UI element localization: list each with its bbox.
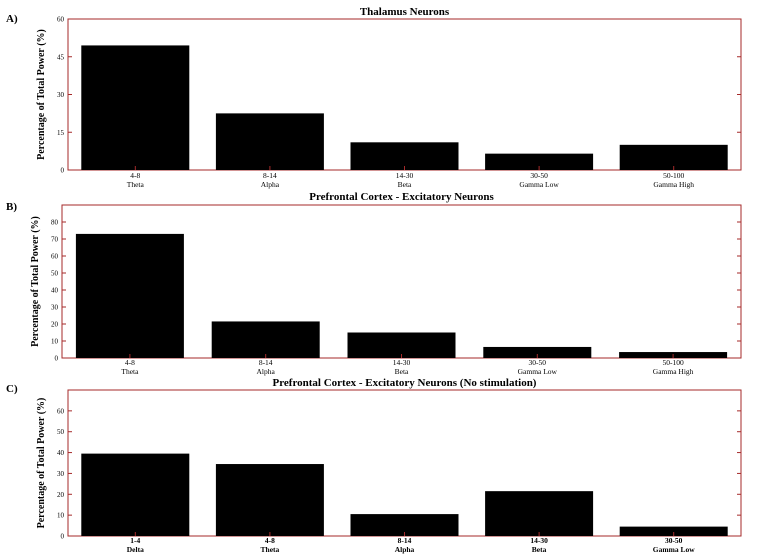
y-tick-label: 40 [57, 449, 65, 457]
x-band-label: Beta [398, 180, 412, 189]
y-tick-label: 45 [57, 53, 65, 61]
x-tick-label: 4-8 [130, 171, 140, 180]
chart-title: Thalamus Neurons [360, 6, 450, 18]
bar-30-50 [485, 153, 594, 170]
bar-14-30 [350, 142, 459, 170]
bar-14-30 [485, 491, 594, 536]
bar-4-8 [81, 45, 190, 170]
y-tick-label: 10 [51, 338, 59, 346]
x-band-label: Theta [121, 367, 139, 376]
y-tick-label: 60 [57, 407, 65, 415]
y-tick-label: 0 [55, 355, 59, 363]
bar-30-50 [483, 346, 592, 358]
y-tick-label: 50 [57, 428, 65, 436]
y-tick-label: 50 [51, 270, 59, 278]
y-tick-label: 30 [51, 304, 59, 312]
panel-label: C) [6, 383, 18, 395]
y-tick-label: 20 [51, 321, 59, 329]
x-tick-label: 4-8 [265, 536, 275, 545]
y-tick-label: 70 [51, 236, 59, 244]
y-tick-label: 15 [57, 129, 65, 137]
x-band-label: Gamma Low [518, 367, 558, 376]
x-band-label: Theta [261, 545, 280, 554]
bar-14-30 [347, 332, 456, 358]
x-band-label: Alpha [261, 180, 280, 189]
y-tick-label: 60 [57, 16, 65, 24]
y-tick-label: 30 [57, 91, 65, 99]
panel-label: B) [6, 201, 17, 213]
x-tick-label: 30-50 [529, 358, 547, 367]
x-band-label: Alpha [257, 367, 276, 376]
y-axis-label: Percentage of Total Power (%) [30, 216, 41, 347]
x-band-label: Theta [127, 180, 145, 189]
y-tick-label: 0 [61, 533, 65, 541]
chart-title: Prefrontal Cortex - Excitatory Neurons (… [273, 377, 537, 389]
chart-title: Prefrontal Cortex - Excitatory Neurons [309, 191, 494, 203]
x-tick-label: 30-50 [665, 536, 683, 545]
x-tick-label: 8-14 [259, 358, 273, 367]
x-band-label: Delta [127, 545, 144, 554]
x-tick-label: 1-4 [130, 536, 140, 545]
y-axis-label: Percentage of Total Power (%) [36, 398, 47, 529]
bar-4-8 [215, 464, 324, 536]
x-tick-label: 14-30 [396, 171, 414, 180]
x-band-label: Beta [395, 367, 409, 376]
x-tick-label: 50-100 [662, 358, 683, 367]
y-tick-label: 20 [57, 491, 65, 499]
y-tick-label: 10 [57, 512, 65, 520]
x-tick-label: 14-30 [393, 358, 411, 367]
y-axis-label: Percentage of Total Power (%) [36, 29, 47, 160]
x-tick-label: 8-14 [398, 536, 412, 545]
y-tick-label: 80 [51, 219, 59, 227]
x-band-label: Gamma Low [653, 545, 695, 554]
x-band-label: Gamma Low [519, 180, 559, 189]
x-tick-label: 8-14 [263, 171, 277, 180]
x-band-label: Gamma High [653, 367, 694, 376]
bar-8-14 [215, 113, 324, 170]
y-tick-label: 0 [61, 167, 65, 175]
bar-4-8 [75, 233, 184, 358]
x-band-label: Alpha [395, 545, 415, 554]
bar-8-14 [350, 514, 459, 536]
bar-8-14 [211, 321, 320, 358]
bar-30-50 [619, 526, 728, 536]
y-tick-label: 60 [51, 253, 59, 261]
panel-label: A) [6, 13, 18, 25]
bar-1-4 [81, 453, 190, 536]
x-tick-label: 30-50 [530, 171, 548, 180]
y-tick-label: 30 [57, 470, 65, 478]
x-tick-label: 4-8 [125, 358, 135, 367]
x-band-label: Beta [532, 545, 547, 554]
bar-50-100 [619, 144, 728, 170]
y-tick-label: 40 [51, 287, 59, 295]
x-tick-label: 14-30 [530, 536, 548, 545]
x-tick-label: 50-100 [663, 171, 684, 180]
x-band-label: Gamma High [653, 180, 694, 189]
